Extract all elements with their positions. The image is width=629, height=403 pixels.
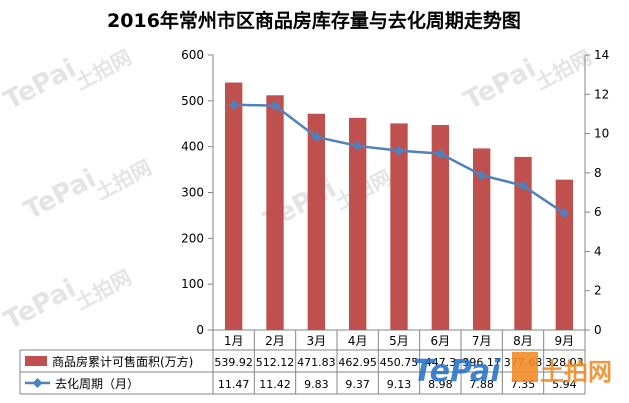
data-label: 8.98 bbox=[428, 378, 453, 391]
bar bbox=[472, 148, 491, 330]
data-label: 11.42 bbox=[259, 378, 291, 391]
data-label: 328.03 bbox=[545, 356, 584, 369]
line-point bbox=[476, 170, 487, 181]
bar bbox=[307, 113, 326, 330]
right-tick-label: 2 bbox=[594, 284, 602, 298]
data-label: 9.83 bbox=[304, 378, 329, 391]
x-tick-label: 5月 bbox=[389, 334, 409, 348]
x-tick-label: 3月 bbox=[307, 334, 327, 348]
right-tick-label: 12 bbox=[594, 87, 609, 101]
watermark-brand-text: 土拍网 bbox=[540, 358, 612, 386]
data-label: 512.12 bbox=[256, 356, 295, 369]
data-label: 471.83 bbox=[297, 356, 336, 369]
x-tick-label: 1月 bbox=[224, 334, 244, 348]
right-tick-label: 6 bbox=[594, 205, 602, 219]
watermark-brand-logo: TePai bbox=[413, 354, 501, 389]
data-label: 7.88 bbox=[469, 378, 494, 391]
legend-key-bar bbox=[25, 356, 47, 366]
data-label: 539.92 bbox=[214, 356, 253, 369]
x-tick-label: 2月 bbox=[265, 334, 285, 348]
bar bbox=[224, 82, 243, 330]
data-label: 450.75 bbox=[380, 356, 419, 369]
data-label: 9.37 bbox=[345, 378, 370, 391]
left-tick-label: 400 bbox=[181, 140, 204, 154]
line-point bbox=[435, 148, 446, 159]
data-label: 5.94 bbox=[552, 378, 577, 391]
x-tick-label: 6月 bbox=[431, 334, 451, 348]
data-label: 462.95 bbox=[338, 356, 377, 369]
line-point bbox=[228, 99, 239, 110]
left-tick-label: 600 bbox=[181, 48, 204, 62]
plot-area: 0 100 200 300 400 500 600 0 2 4 6 8 10 12 14 bbox=[181, 48, 609, 337]
x-tick-label: 9月 bbox=[555, 334, 575, 348]
right-tick-label: 4 bbox=[594, 244, 602, 258]
bar bbox=[266, 95, 284, 330]
right-tick-label: 0 bbox=[594, 323, 602, 337]
bar bbox=[514, 156, 532, 330]
data-label: 447.3 bbox=[425, 356, 457, 369]
line-point bbox=[352, 140, 363, 151]
left-tick-label: 300 bbox=[181, 186, 204, 200]
bar bbox=[348, 117, 367, 331]
bar bbox=[555, 179, 574, 330]
data-label: 11.47 bbox=[218, 378, 250, 391]
brand-watermark: TePai 土拍网 bbox=[413, 352, 612, 389]
legend-label: 商品房累计可售面积(万方) bbox=[52, 354, 193, 369]
right-tick-label: 10 bbox=[594, 127, 609, 141]
x-tick-label: 8月 bbox=[513, 334, 533, 348]
line-point bbox=[270, 100, 280, 111]
left-tick-label: 100 bbox=[181, 277, 204, 291]
x-tick-label: 7月 bbox=[472, 334, 492, 348]
line-point bbox=[518, 180, 528, 191]
x-tick-label: 4月 bbox=[348, 334, 368, 348]
data-label: 396.17 bbox=[462, 356, 501, 369]
watermark-badge bbox=[512, 352, 538, 382]
data-label: 9.13 bbox=[387, 378, 412, 391]
legend-label: 去化周期（月） bbox=[55, 377, 139, 391]
bar bbox=[431, 124, 450, 330]
left-tick-label: 0 bbox=[196, 323, 204, 337]
left-tick-label: 200 bbox=[181, 231, 204, 245]
bar bbox=[390, 123, 408, 330]
line-point bbox=[559, 208, 570, 219]
chart-title: 2016年常州市区商品房库存量与去化周期走势图 bbox=[107, 9, 521, 32]
right-tick-label: 14 bbox=[594, 48, 609, 62]
right-tick-label: 8 bbox=[594, 166, 602, 180]
line-point bbox=[394, 145, 404, 156]
line-point bbox=[311, 131, 322, 142]
left-tick-label: 500 bbox=[181, 94, 204, 108]
legend-key-marker bbox=[32, 378, 43, 388]
